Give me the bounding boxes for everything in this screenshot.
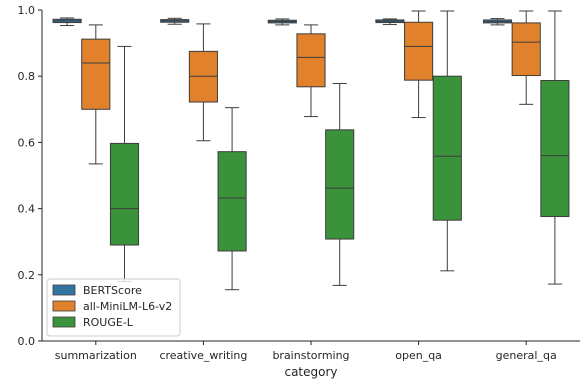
y-tick-label: 0.4 xyxy=(18,203,36,216)
box-body xyxy=(109,142,140,246)
y-ticks: 0.0 0.2 0.4 0.6 0.8 1.0 xyxy=(18,4,42,348)
x-tick-label: brainstorming xyxy=(272,349,349,362)
y-tick-label: 1.0 xyxy=(18,4,36,17)
legend-label: BERTScore xyxy=(83,284,142,297)
y-tick-label: 0.2 xyxy=(18,269,36,282)
legend-swatch xyxy=(52,284,76,296)
y-tick-label: 0.0 xyxy=(18,335,36,348)
box-all-minilm-l6-v2 xyxy=(404,10,434,119)
box-body xyxy=(404,21,434,81)
box-bertscore xyxy=(160,17,190,25)
legend-label: ROUGE-L xyxy=(83,316,134,329)
legend-label: all-MiniLM-L6-v2 xyxy=(83,300,172,313)
box-rouge-l xyxy=(217,107,247,291)
box-all-minilm-l6-v2 xyxy=(188,23,218,142)
x-tick-label: summarization xyxy=(55,349,137,362)
box-rouge-l xyxy=(432,10,462,272)
box-rouge-l xyxy=(109,45,140,282)
box-body xyxy=(81,38,111,110)
legend-frame xyxy=(46,278,181,337)
box-body xyxy=(432,75,462,221)
box-body xyxy=(217,151,247,252)
x-tick-label: open_qa xyxy=(395,349,442,362)
box-rouge-l xyxy=(540,10,570,285)
y-tick-label: 0.8 xyxy=(18,70,36,83)
box-bertscore xyxy=(482,18,513,26)
box-body xyxy=(540,80,570,218)
x-ticks: summarization creative_writing brainstormi… xyxy=(55,341,557,362)
box-rouge-l xyxy=(325,82,355,286)
legend: BERTScore all-MiniLM-L6-v2 ROUGE-L xyxy=(46,278,181,337)
y-tick-label: 0.6 xyxy=(18,136,36,149)
legend-swatch xyxy=(52,316,76,328)
box-body xyxy=(325,129,355,240)
x-tick-label: creative_writing xyxy=(159,349,247,362)
legend-swatch xyxy=(52,300,76,312)
box-all-minilm-l6-v2 xyxy=(296,24,326,118)
box-body xyxy=(296,33,326,88)
box-bertscore xyxy=(375,18,405,26)
box-body xyxy=(511,22,541,77)
box-bertscore xyxy=(52,17,82,27)
box-bertscore xyxy=(267,18,297,26)
boxes-layer xyxy=(52,10,570,291)
box-all-minilm-l6-v2 xyxy=(511,10,541,105)
x-tick-label: general_qa xyxy=(496,349,557,362)
box-all-minilm-l6-v2 xyxy=(81,24,111,165)
x-axis-label: category xyxy=(284,365,337,379)
